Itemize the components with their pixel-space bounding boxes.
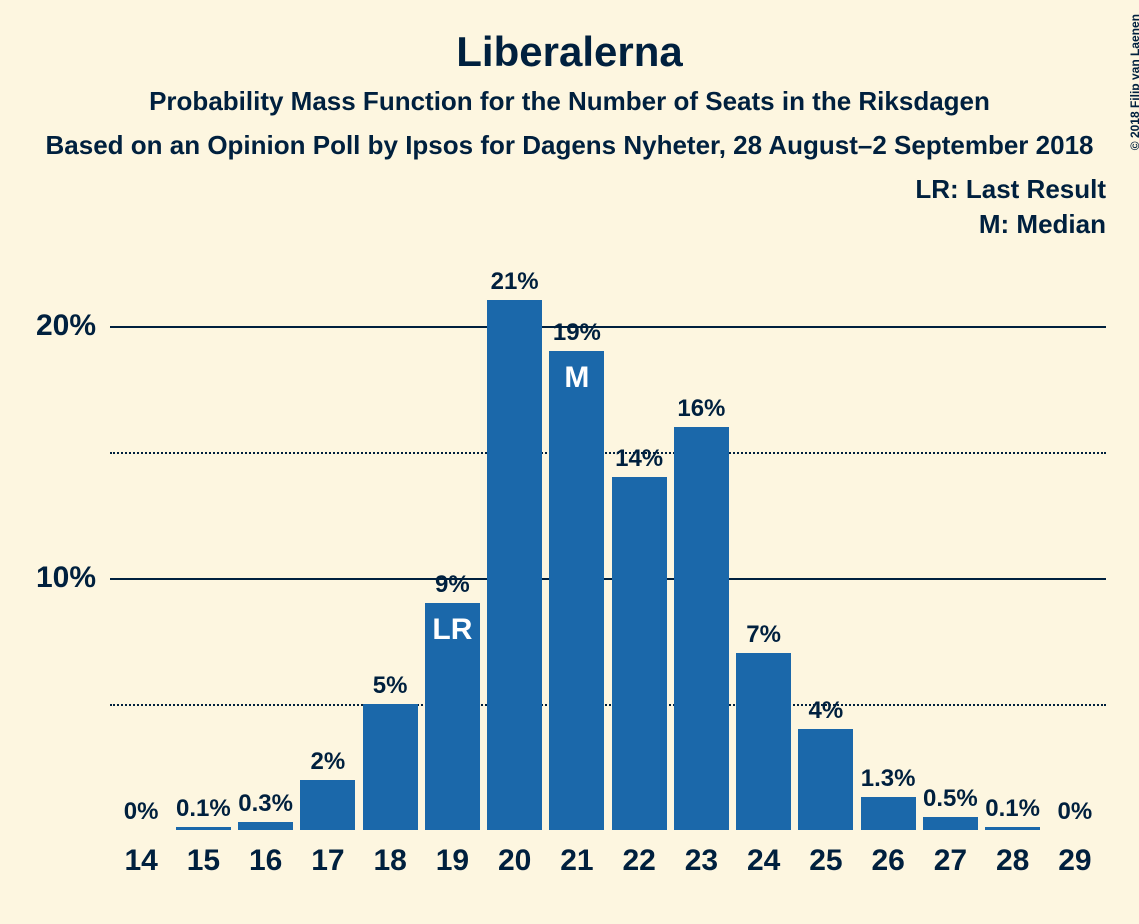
bar-column: 9% LR (421, 250, 483, 830)
bar-value-label: 4% (809, 697, 844, 725)
bar-value-label: 14% (615, 445, 663, 473)
x-tick-label: 17 (297, 844, 359, 878)
bar-value-label: 19% (553, 319, 601, 347)
bar (487, 300, 542, 830)
bar-value-label: 0.5% (923, 785, 978, 813)
bars-container: 0%0.1%0.3%2%5%9%LR21%19%M14%16%7%4%1.3%0… (110, 250, 1106, 830)
bar (923, 817, 978, 830)
bar-column: 16% (670, 250, 732, 830)
bar-value-label: 21% (491, 268, 539, 296)
bar (985, 827, 1040, 830)
bar-value-label: 0.1% (176, 795, 231, 823)
bar-column: 0% (110, 250, 172, 830)
bar-value-label: 2% (311, 748, 346, 776)
chart-title: Liberalerna (0, 28, 1139, 76)
x-axis-labels: 14151617181920212223242526272829 (110, 844, 1106, 878)
bar-value-label: 0.1% (985, 795, 1040, 823)
bar (674, 427, 729, 830)
bar-value-label: 16% (677, 395, 725, 423)
bar-column: 19% M (546, 250, 608, 830)
bar-column: 21% (484, 250, 546, 830)
y-tick-label: 10% (36, 561, 110, 595)
bar-value-label: 0% (124, 798, 159, 826)
chart-subtitle-1: Probability Mass Function for the Number… (0, 86, 1139, 117)
x-tick-label: 22 (608, 844, 670, 878)
bar-value-label: 0.3% (238, 790, 293, 818)
legend: LR: Last Result M: Median (915, 172, 1106, 242)
y-tick-label: 20% (36, 309, 110, 343)
bar-value-label: 7% (746, 621, 781, 649)
bar (612, 477, 667, 830)
x-tick-label: 21 (546, 844, 608, 878)
bar-value-label: 0% (1058, 798, 1093, 826)
x-tick-label: 25 (795, 844, 857, 878)
bar-column: 0% (1044, 250, 1106, 830)
x-tick-label: 14 (110, 844, 172, 878)
bar (549, 351, 604, 830)
bar (300, 780, 355, 830)
bar-column: 1.3% (857, 250, 919, 830)
x-tick-label: 26 (857, 844, 919, 878)
chart-stage: Liberalerna Probability Mass Function fo… (0, 0, 1139, 924)
x-tick-label: 19 (421, 844, 483, 878)
bar (238, 822, 293, 830)
bar-column: 0.1% (172, 250, 234, 830)
legend-line-m: M: Median (915, 207, 1106, 242)
bar (363, 704, 418, 830)
x-tick-label: 27 (919, 844, 981, 878)
bar (736, 653, 791, 830)
bar-column: 7% (733, 250, 795, 830)
legend-line-lr: LR: Last Result (915, 172, 1106, 207)
x-tick-label: 28 (982, 844, 1044, 878)
x-tick-label: 23 (670, 844, 732, 878)
bar-value-label: 1.3% (861, 765, 916, 793)
bar-column: 0.1% (982, 250, 1044, 830)
bar (798, 729, 853, 830)
bar (176, 827, 231, 830)
bar-value-label: 9% (435, 571, 470, 599)
x-tick-label: 24 (733, 844, 795, 878)
bar-column: 5% (359, 250, 421, 830)
bar-column: 4% (795, 250, 857, 830)
x-tick-label: 15 (172, 844, 234, 878)
x-tick-label: 20 (484, 844, 546, 878)
plot-area: 20%10% 0%0.1%0.3%2%5%9%LR21%19%M14%16%7%… (110, 250, 1106, 830)
bar-column: 0.5% (919, 250, 981, 830)
bar (861, 797, 916, 830)
x-tick-label: 16 (235, 844, 297, 878)
bar-column: 2% (297, 250, 359, 830)
x-tick-label: 18 (359, 844, 421, 878)
bar-column: 0.3% (235, 250, 297, 830)
chart-subtitle-2: Based on an Opinion Poll by Ipsos for Da… (0, 130, 1139, 161)
copyright-text: © 2018 Filip van Laenen (1128, 14, 1139, 150)
bar-inside-label: LR (432, 613, 472, 647)
bar-inside-label: M (564, 361, 589, 395)
bar-column: 14% (608, 250, 670, 830)
x-tick-label: 29 (1044, 844, 1106, 878)
bar-value-label: 5% (373, 672, 408, 700)
